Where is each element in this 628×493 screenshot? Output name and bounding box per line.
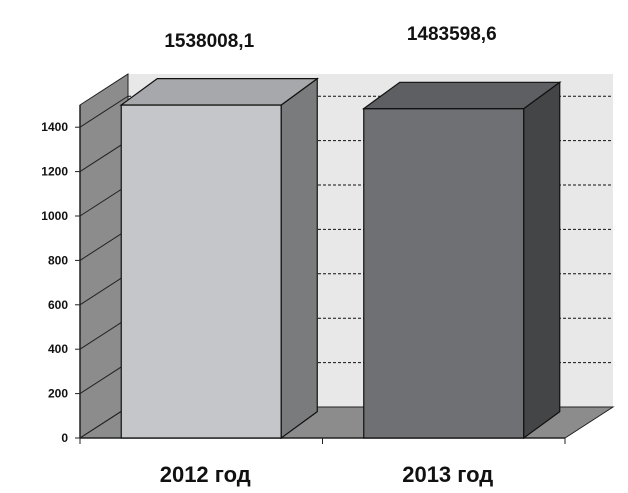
y-tick-label: 1000 — [41, 209, 68, 223]
y-tick-label: 400 — [48, 342, 68, 356]
bar-top — [119, 78, 320, 106]
y-tick-label: 200 — [48, 387, 68, 401]
bar-side — [523, 81, 561, 440]
bar-side — [280, 77, 318, 440]
bar-1 — [119, 77, 320, 440]
bar-top — [361, 81, 562, 110]
y-tick-label: 800 — [48, 253, 68, 267]
gridline-side — [79, 362, 129, 395]
gridline-side — [79, 228, 129, 261]
y-tick-label: 0 — [61, 431, 68, 445]
y-tick-label: 1200 — [41, 165, 68, 179]
gridline-side — [79, 140, 129, 173]
bar-front — [363, 108, 525, 439]
gridline-side — [79, 273, 129, 306]
y-tick-label: 600 — [48, 298, 68, 312]
gridline-side — [79, 406, 129, 439]
data-label: 1538008,1 — [164, 31, 254, 52]
y-tick-label: 1400 — [41, 120, 68, 134]
gridline-side — [79, 184, 129, 217]
x-category-label: 2012 год — [160, 462, 251, 487]
labels: 1538008,1 1483598,6 2012 год 2013 год — [160, 24, 497, 487]
gridline-side — [79, 317, 129, 350]
data-label: 1483598,6 — [407, 24, 497, 45]
x-category-label: 2013 год — [402, 462, 493, 487]
bar-2 — [361, 81, 562, 440]
bars — [119, 77, 562, 440]
gridline-side — [79, 95, 129, 128]
bar-front — [120, 104, 282, 439]
